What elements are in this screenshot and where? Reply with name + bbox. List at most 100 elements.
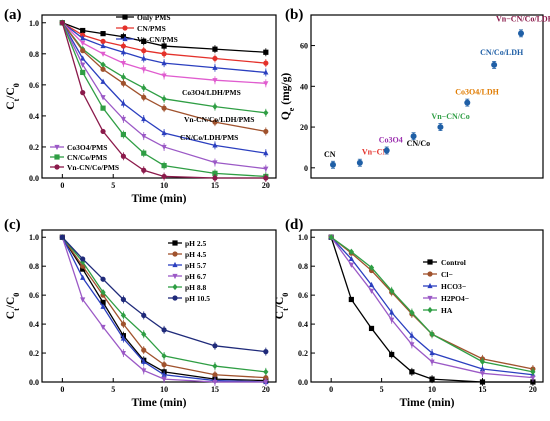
legend-label: pH 6.7 <box>185 272 207 281</box>
x-tick-label: 5 <box>380 385 384 394</box>
x-tick-label: 20 <box>262 385 270 394</box>
data-point <box>389 309 395 315</box>
plot-frame <box>310 229 544 383</box>
series-line <box>62 22 266 64</box>
x-tick-label: 5 <box>111 385 115 394</box>
data-point <box>59 20 65 26</box>
series <box>59 19 269 77</box>
y-axis-label: Qe (mg/g) <box>280 73 296 120</box>
data-point <box>100 303 106 309</box>
data-point <box>100 324 106 331</box>
x-tick-label: 10 <box>160 385 168 394</box>
data-point <box>263 150 269 156</box>
y-tick-label: 1.0 <box>29 19 39 28</box>
y-tick-label: 0.4 <box>29 320 39 329</box>
series-line <box>61 237 266 383</box>
series-line <box>61 22 266 74</box>
series-line <box>61 22 266 114</box>
data-point <box>120 350 126 357</box>
data-point <box>409 369 415 375</box>
x-tick-label: 10 <box>160 181 168 190</box>
data-point <box>100 66 106 72</box>
data-point <box>263 368 269 375</box>
panel-label: (b) <box>285 7 303 23</box>
y-tick-label: 0.0 <box>29 174 39 183</box>
series-line <box>61 22 266 133</box>
point-label: CN <box>324 150 336 159</box>
legend-label: pH 8.8 <box>185 283 207 292</box>
legend-marker <box>54 144 60 151</box>
x-tick-label: 0 <box>60 385 64 394</box>
data-point <box>161 73 167 79</box>
data-point <box>161 371 167 377</box>
series-line <box>61 236 266 353</box>
data-point <box>263 166 269 172</box>
y-tick-label: 0.6 <box>29 291 39 300</box>
data-point <box>479 358 486 365</box>
y-tick-label: 0 <box>304 164 308 173</box>
legend-label: Vn-CN/PMS <box>137 35 178 44</box>
plot-frame <box>41 229 277 383</box>
legend-label: Only PMS <box>137 13 171 22</box>
data-point <box>518 30 524 37</box>
data-point <box>212 46 218 52</box>
data-point <box>263 49 269 55</box>
data-point <box>141 167 147 173</box>
series-line <box>61 22 266 178</box>
series-line <box>330 236 533 376</box>
data-point <box>80 27 86 34</box>
data-point <box>263 175 269 181</box>
legend-marker <box>54 154 60 160</box>
data-point <box>530 379 536 385</box>
legend-label: HCO3− <box>441 282 466 291</box>
data-point <box>368 325 375 332</box>
data-point <box>330 161 336 168</box>
data-point <box>530 375 536 381</box>
data-point <box>100 128 106 135</box>
data-point <box>100 42 106 49</box>
curve-annotation: Vn-CN/Co/LDH/PMS <box>184 115 254 124</box>
series-line <box>61 236 266 379</box>
data-point <box>141 115 147 122</box>
data-point <box>212 119 218 125</box>
y-tick-label: 0.2 <box>29 143 39 152</box>
data-point <box>141 67 147 73</box>
data-point <box>141 150 147 156</box>
data-point <box>263 379 269 386</box>
data-point <box>491 61 498 68</box>
data-point <box>263 109 269 116</box>
y-tick-label: 0.2 <box>298 349 308 358</box>
data-point <box>479 371 486 377</box>
y-tick-label: 0.0 <box>298 378 308 387</box>
point-label: Vn−CN <box>362 148 389 157</box>
legend-marker <box>172 251 178 257</box>
y-tick-label: 40 <box>300 82 308 91</box>
data-point <box>212 372 218 378</box>
y-tick-label: 0.4 <box>298 320 308 329</box>
legend-marker <box>172 283 178 291</box>
y-tick-label: 60 <box>300 42 308 51</box>
panel-label: (a) <box>4 7 22 23</box>
data-point <box>161 377 167 383</box>
panel-label: (c) <box>4 217 21 233</box>
panel-a: 0 5 10 15 20 0.0 0.2 0.4 0.6 0.8 1.0 Time (min) Ct/C… <box>4 7 277 205</box>
data-point <box>437 124 444 131</box>
data-point <box>100 276 106 282</box>
data-point <box>100 299 106 305</box>
data-point <box>80 69 86 76</box>
data-point <box>120 335 126 341</box>
data-point <box>348 255 354 262</box>
point-label: CN/Co/LDH <box>480 48 524 57</box>
series <box>59 234 269 376</box>
data-point <box>212 362 218 370</box>
data-point <box>141 312 147 319</box>
curve-annotation: Co3O4/LDH/PMS <box>182 88 241 97</box>
y-tick-label: 0.6 <box>29 81 39 90</box>
data-point <box>100 31 106 37</box>
data-point <box>80 90 86 96</box>
series <box>59 234 269 356</box>
data-point <box>161 43 167 49</box>
legend-marker <box>122 35 128 42</box>
data-point <box>409 309 415 316</box>
